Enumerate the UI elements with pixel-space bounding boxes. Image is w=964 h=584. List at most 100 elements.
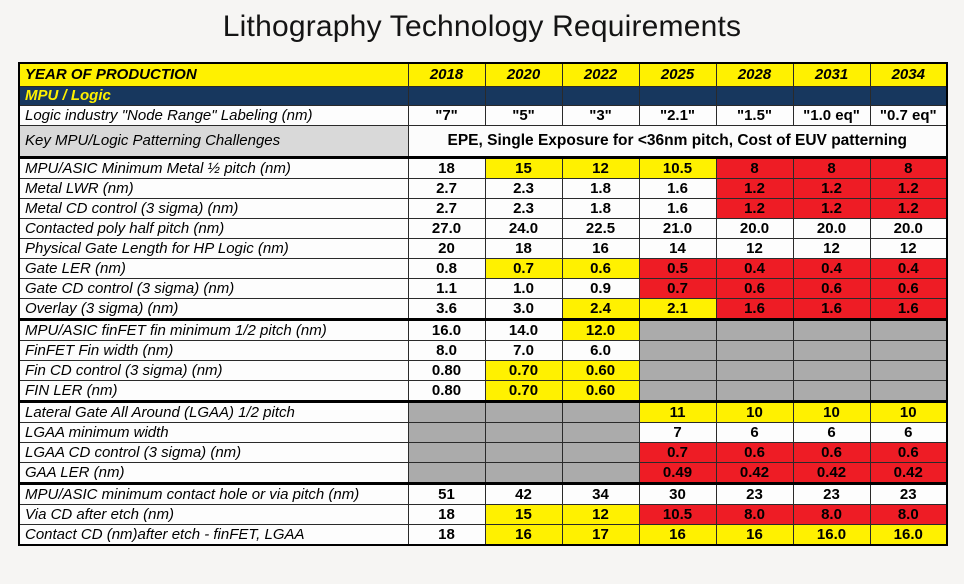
table-row: MPU/ASIC finFET fin minimum 1/2 pitch (n…: [18, 318, 948, 341]
value-cell: 0.5: [638, 258, 717, 279]
table-row: LGAA minimum width 7 6 6 6: [18, 422, 948, 443]
value-cell: 21.0: [638, 218, 717, 239]
row-label: Gate LER (nm): [18, 258, 409, 279]
table-row: Physical Gate Length for HP Logic (nm) 20…: [18, 238, 948, 259]
value-cell: 0.6: [792, 442, 871, 463]
value-cell: 6.0: [561, 340, 640, 361]
value-cell: 22.5: [561, 218, 640, 239]
table-row: MPU/ASIC Minimum Metal ½ pitch (nm) 18 15 1…: [18, 156, 948, 179]
value-cell: 1.6: [638, 178, 717, 199]
value-cell: 0.6: [869, 278, 948, 299]
value-cell: 18: [407, 504, 486, 525]
value-cell: 1.2: [792, 178, 871, 199]
empty-cell: [561, 442, 640, 463]
value-cell: 42: [484, 482, 563, 505]
value-cell: 3.6: [407, 298, 486, 320]
value-cell: 0.6: [715, 278, 794, 299]
value-cell: 3.0: [484, 298, 563, 320]
value-cell: 6: [792, 422, 871, 443]
value-cell: 14: [638, 238, 717, 259]
section-cell: [407, 86, 486, 106]
empty-cell: [792, 318, 871, 341]
header-year: 2031: [792, 62, 871, 87]
value-cell: 0.9: [561, 278, 640, 299]
value-cell: 2.3: [484, 178, 563, 199]
row-label: Physical Gate Length for HP Logic (nm): [18, 238, 409, 259]
value-cell: 24.0: [484, 218, 563, 239]
value-cell: 34: [561, 482, 640, 505]
table-row: Key MPU/Logic Patterning Challenges EPE, …: [18, 125, 948, 158]
value-cell: 8.0: [407, 340, 486, 361]
value-cell: 16: [484, 524, 563, 546]
empty-cell: [484, 422, 563, 443]
table-row: FIN LER (nm) 0.80 0.70 0.60: [18, 380, 948, 402]
value-cell: 0.6: [869, 442, 948, 463]
value-cell: 11: [638, 400, 717, 423]
value-cell: 16.0: [869, 524, 948, 546]
table-row: Contacted poly half pitch (nm) 27.0 24.0 22…: [18, 218, 948, 239]
value-cell: 1.2: [715, 178, 794, 199]
value-cell: 12.0: [561, 318, 640, 341]
value-cell: 18: [407, 156, 486, 179]
row-label: Logic industry "Node Range" Labeling (nm…: [18, 105, 409, 126]
empty-cell: [792, 380, 871, 402]
value-cell: 12: [715, 238, 794, 259]
value-cell: 1.8: [561, 178, 640, 199]
header-year: 2020: [484, 62, 563, 87]
empty-cell: [869, 318, 948, 341]
row-label: Gate CD control (3 sigma) (nm): [18, 278, 409, 299]
value-cell: 12: [561, 156, 640, 179]
value-cell: 23: [792, 482, 871, 505]
empty-cell: [869, 340, 948, 361]
empty-cell: [561, 422, 640, 443]
value-cell: 51: [407, 482, 486, 505]
lithography-requirements-table: YEAR OF PRODUCTION 2018 2020 2022 2025 2…: [18, 62, 948, 546]
value-cell: 7.0: [484, 340, 563, 361]
section-cell: [792, 86, 871, 106]
value-cell: 1.6: [869, 298, 948, 320]
section-label: MPU / Logic: [18, 86, 409, 106]
value-cell: 20: [407, 238, 486, 259]
value-cell: 2.7: [407, 198, 486, 219]
row-label: FIN LER (nm): [18, 380, 409, 402]
value-cell: "3": [561, 105, 640, 126]
value-cell: 2.4: [561, 298, 640, 320]
row-label: Fin CD control (3 sigma) (nm): [18, 360, 409, 381]
value-cell: 10: [792, 400, 871, 423]
row-label: FinFET Fin width (nm): [18, 340, 409, 361]
value-cell: "5": [484, 105, 563, 126]
value-cell: 12: [792, 238, 871, 259]
empty-cell: [407, 422, 486, 443]
empty-cell: [715, 380, 794, 402]
row-label: Lateral Gate All Around (LGAA) 1/2 pitch: [18, 400, 409, 423]
value-cell: "1.5": [715, 105, 794, 126]
value-cell: 0.6: [792, 278, 871, 299]
value-cell: 1.2: [715, 198, 794, 219]
row-label: LGAA minimum width: [18, 422, 409, 443]
merged-value-cell: EPE, Single Exposure for <36nm pitch, Co…: [407, 125, 948, 158]
value-cell: 0.7: [638, 278, 717, 299]
value-cell: 16.0: [407, 318, 486, 341]
value-cell: 8: [792, 156, 871, 179]
value-cell: 1.8: [561, 198, 640, 219]
value-cell: 15: [484, 156, 563, 179]
row-label: Metal CD control (3 sigma) (nm): [18, 198, 409, 219]
section-cell: [715, 86, 794, 106]
value-cell: 0.42: [792, 462, 871, 484]
value-cell: 10.5: [638, 504, 717, 525]
empty-cell: [407, 462, 486, 484]
value-cell: 12: [869, 238, 948, 259]
value-cell: 2.1: [638, 298, 717, 320]
empty-cell: [638, 380, 717, 402]
row-label: Contact CD (nm)after etch - finFET, LGAA: [18, 524, 409, 546]
table-row: MPU/ASIC minimum contact hole or via pit…: [18, 482, 948, 505]
table-row: Via CD after etch (nm) 18 15 12 10.5 8.0 8.0 8.…: [18, 504, 948, 525]
empty-cell: [869, 380, 948, 402]
table-row: Contact CD (nm)after etch - finFET, LGAA…: [18, 524, 948, 546]
value-cell: 20.0: [792, 218, 871, 239]
value-cell: 1.2: [869, 198, 948, 219]
section-cell: [484, 86, 563, 106]
value-cell: 0.70: [484, 360, 563, 381]
value-cell: 16.0: [792, 524, 871, 546]
value-cell: 16: [715, 524, 794, 546]
